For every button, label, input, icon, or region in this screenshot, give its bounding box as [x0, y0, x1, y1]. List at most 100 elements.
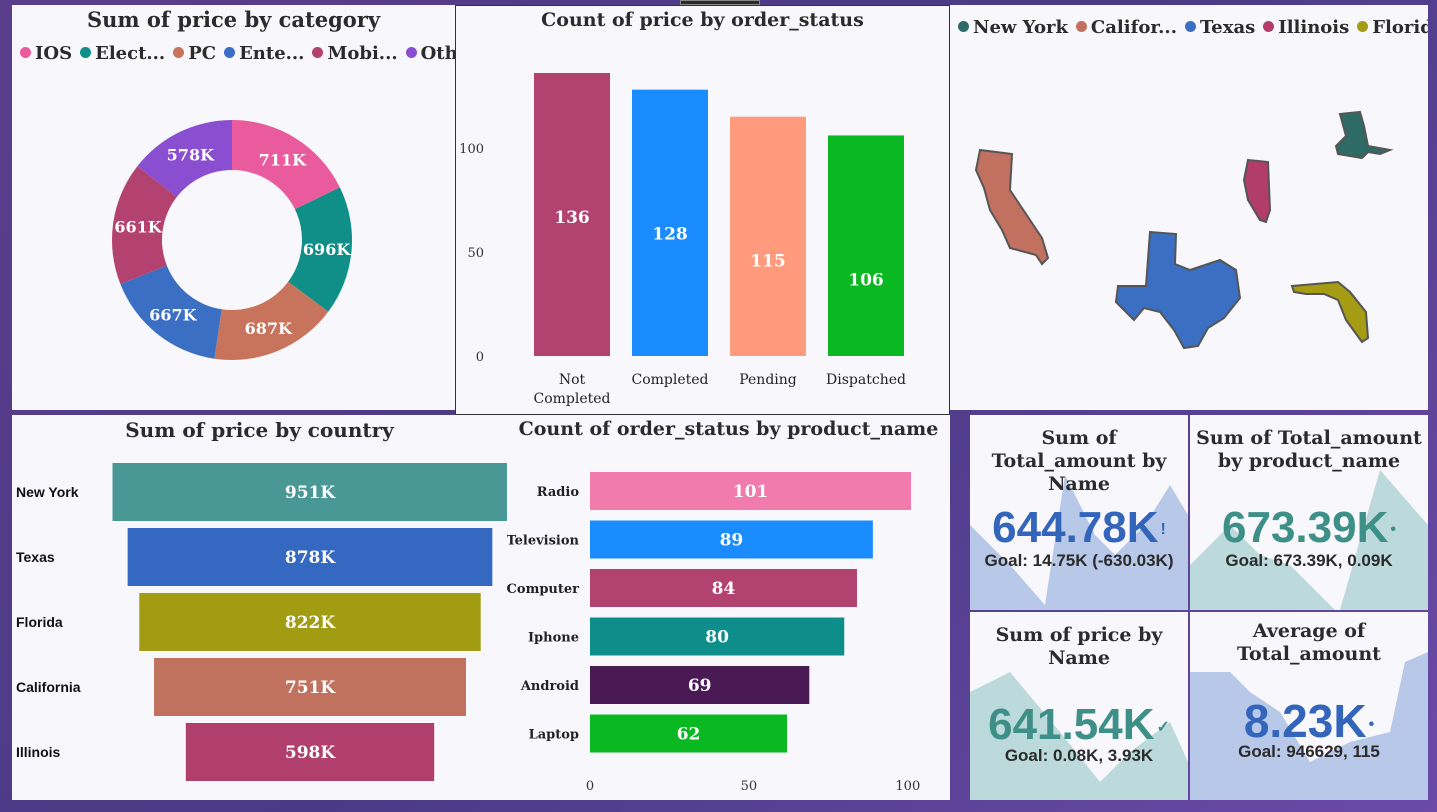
country-tick-label: Texas — [16, 549, 55, 565]
product-bar-label: 101 — [733, 482, 769, 502]
map-legend-item[interactable]: Illinois — [1263, 17, 1349, 38]
legend-dot-icon — [1184, 21, 1196, 32]
product-bar[interactable] — [590, 714, 788, 753]
kpi-value: 8.23K • — [1190, 694, 1428, 748]
country-bar-label: 951K — [285, 483, 336, 503]
category-tick-label: Not — [559, 372, 586, 388]
product-tick-label: Android — [520, 679, 579, 694]
x-tick-label: 50 — [741, 779, 758, 794]
product-bar[interactable] — [590, 520, 873, 559]
donut-slice-label: 578K — [167, 146, 215, 165]
product-bar-label: 69 — [688, 676, 712, 696]
kpi-card-title: Average of Total_amount — [1237, 620, 1381, 665]
legend-dot-icon — [224, 47, 236, 58]
product-bar[interactable] — [590, 472, 911, 510]
category-tick-label: Dispatched — [826, 372, 906, 388]
status-bar[interactable] — [828, 135, 904, 356]
x-tick-label: 0 — [586, 779, 594, 794]
map-legend-item[interactable]: Texas — [1184, 17, 1255, 38]
donut-slice[interactable] — [288, 187, 352, 312]
kpi-trend-area — [1190, 470, 1428, 610]
product-panel: Count of order_status by product_name 10… — [507, 415, 950, 800]
legend-label: Illinois — [1278, 17, 1350, 38]
donut-legend: IOS Elect... PC Ente... Mobi... Other — [20, 43, 455, 64]
donut-legend-item[interactable]: IOS — [20, 43, 72, 64]
kpi-status-icon: ✓ — [1156, 719, 1170, 737]
country-tick-label: Florida — [16, 614, 63, 630]
country-bar[interactable] — [185, 723, 435, 781]
category-donut-panel: Sum of price by category IOS Elect... PC En… — [12, 5, 455, 410]
map-legend-item[interactable]: Florida — [1357, 17, 1428, 38]
product-title: Count of order_status by product_name — [518, 418, 939, 440]
product-bar-chart: 101 Radio 89 Television 84 Computer 80 Iphone 69… — [507, 472, 920, 794]
donut-slice[interactable] — [137, 120, 232, 197]
status-bar-label: 106 — [848, 270, 884, 290]
country-bar-label: 598K — [285, 743, 336, 763]
kpi-trend-background — [1190, 652, 1428, 800]
country-bar[interactable] — [139, 593, 481, 651]
kpi-trend-area — [970, 672, 1188, 800]
donut-legend-item[interactable]: Ente... — [224, 43, 304, 64]
donut-slice[interactable] — [111, 166, 177, 284]
donut-slice[interactable] — [232, 120, 340, 210]
kpi-trend-background — [1190, 470, 1428, 610]
legend-dot-icon — [1075, 21, 1087, 32]
legend-label: Elect... — [95, 43, 166, 64]
kpi-card-price-by-name: Sum of price by Name 641.54K ✓ Goal: 0.08K,… — [970, 612, 1188, 800]
status-bar-chart: 0 50 100 136 Not Completed 128 Completed 115 Pend… — [459, 73, 906, 407]
kpi-status-icon: • — [1368, 715, 1375, 733]
donut-legend-item[interactable]: Elect... — [80, 43, 165, 64]
product-bar-label: 80 — [705, 628, 729, 648]
donut-slice[interactable] — [214, 281, 329, 360]
kpi-card-title: Sum of Total_amount by product_name — [1196, 427, 1422, 472]
country-tick-label: California — [16, 679, 81, 695]
legend-dot-icon — [173, 47, 185, 58]
map-legend-item[interactable]: Califor... — [1075, 17, 1177, 38]
legend-label: Ente... — [239, 43, 305, 64]
legend-label: Mobi... — [327, 43, 398, 64]
country-bar[interactable] — [112, 463, 508, 521]
status-bar[interactable] — [632, 89, 708, 356]
product-bar-label: 84 — [712, 579, 736, 599]
status-bar-label: 136 — [554, 208, 590, 228]
product-bar[interactable] — [590, 569, 857, 607]
kpi-value-text: 8.23K — [1243, 695, 1367, 747]
country-bar[interactable] — [127, 528, 493, 586]
product-bar[interactable] — [590, 666, 810, 704]
kpi-trend-area — [970, 475, 1188, 610]
status-bar[interactable] — [730, 116, 806, 356]
legend-label: Florida — [1372, 17, 1428, 38]
order-status-panel: Count of price by order_status 0 50 100 136… — [455, 5, 950, 415]
country-title: Sum of price by country — [125, 418, 394, 442]
donut-slice[interactable] — [120, 265, 222, 359]
donut-legend-item[interactable]: PC — [173, 43, 216, 64]
status-bar-label: 128 — [652, 225, 688, 245]
kpi-value: 641.54K ✓ — [970, 700, 1188, 750]
kpi-goal: Goal: 0.08K, 3.93K — [1004, 746, 1154, 765]
category-tick-label: Completed — [631, 372, 708, 388]
donut-legend-item[interactable]: Other — [405, 43, 455, 64]
map-legend-item[interactable]: New York — [958, 17, 1068, 38]
kpi-value-text: 641.54K — [988, 700, 1155, 749]
donut-chart: 711K 696K 687K 667K 661K 578K — [111, 120, 352, 360]
product-bar-label: 62 — [677, 725, 701, 745]
product-bar[interactable] — [590, 617, 845, 656]
status-bar-label: 115 — [750, 252, 786, 272]
kpi-trend-background — [970, 672, 1188, 800]
top-tab-indicator[interactable] — [680, 0, 760, 5]
legend-dot-icon — [312, 47, 324, 58]
x-tick-label: 100 — [895, 779, 920, 794]
legend-label: New York — [973, 17, 1068, 38]
product-tick-label: Television — [507, 534, 580, 549]
donut-legend-item[interactable]: Mobi... — [312, 43, 398, 64]
kpi-status-icon: ! — [1160, 521, 1166, 539]
donut-slice-label: 667K — [149, 305, 197, 324]
kpi-card-total-amount-by-name: Sum of Total_amount by Name 644.78K! Goal:… — [970, 415, 1188, 610]
y-tick-label: 50 — [467, 246, 484, 261]
legend-dot-icon — [958, 21, 969, 32]
country-bar[interactable] — [154, 658, 466, 716]
kpi-value-text: 644.78K — [992, 503, 1159, 552]
product-tick-label: Laptop — [529, 728, 579, 743]
status-bar[interactable] — [534, 73, 610, 356]
donut-slice-label: 687K — [245, 319, 293, 338]
